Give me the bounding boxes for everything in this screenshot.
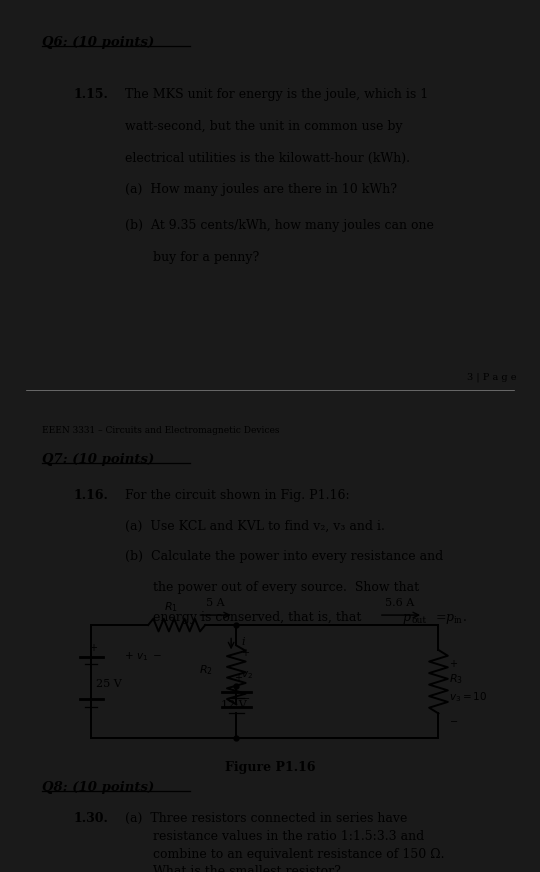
Text: combine to an equivalent resistance of 150 Ω.: combine to an equivalent resistance of 1… bbox=[125, 848, 444, 861]
Text: =: = bbox=[432, 611, 447, 624]
Text: .: . bbox=[463, 611, 467, 624]
Text: $+$: $+$ bbox=[449, 658, 458, 669]
Text: resistance values in the ratio 1:1.5:3.3 and: resistance values in the ratio 1:1.5:3.3… bbox=[125, 830, 424, 843]
Text: watt-second, but the unit in common use by: watt-second, but the unit in common use … bbox=[125, 119, 402, 133]
Text: 3 | P a g e: 3 | P a g e bbox=[467, 372, 516, 382]
Text: p: p bbox=[445, 611, 453, 624]
Text: 1.16.: 1.16. bbox=[73, 489, 108, 502]
Text: (a)  Three resistors connected in series have: (a) Three resistors connected in series … bbox=[125, 813, 407, 825]
Text: $+$: $+$ bbox=[89, 642, 98, 653]
Text: 1.15.: 1.15. bbox=[73, 88, 108, 101]
Text: For the circuit shown in Fig. P1.16:: For the circuit shown in Fig. P1.16: bbox=[125, 489, 349, 502]
Text: $+$: $+$ bbox=[241, 647, 251, 657]
Text: 1.30.: 1.30. bbox=[73, 813, 108, 825]
Text: What is the smallest resistor?: What is the smallest resistor? bbox=[125, 865, 341, 872]
Text: (b)  Calculate the power into every resistance and: (b) Calculate the power into every resis… bbox=[125, 550, 443, 563]
Text: in: in bbox=[454, 616, 462, 625]
Text: The MKS unit for energy is the joule, which is 1: The MKS unit for energy is the joule, wh… bbox=[125, 88, 428, 101]
Text: (b)  At 9.35 cents/kWh, how many joules can one: (b) At 9.35 cents/kWh, how many joules c… bbox=[125, 219, 434, 232]
Text: Q8: (10 points): Q8: (10 points) bbox=[42, 781, 154, 794]
Text: electrical utilities is the kilowatt-hour (kWh).: electrical utilities is the kilowatt-hou… bbox=[125, 152, 410, 165]
Text: out: out bbox=[411, 616, 426, 625]
Text: 25 V: 25 V bbox=[96, 679, 122, 689]
Text: i: i bbox=[241, 637, 245, 647]
Text: $v_2$: $v_2$ bbox=[241, 669, 253, 681]
Text: 5.6 A: 5.6 A bbox=[385, 598, 414, 608]
Text: (a)  Use KCL and KVL to find v₂, v₃ and i.: (a) Use KCL and KVL to find v₂, v₃ and i… bbox=[125, 520, 384, 533]
Text: 5 A: 5 A bbox=[206, 598, 225, 608]
Text: the power out of every source.  Show that: the power out of every source. Show that bbox=[125, 581, 419, 594]
Text: energy is conserved, that is, that: energy is conserved, that is, that bbox=[125, 611, 365, 624]
Text: $+$: $+$ bbox=[234, 671, 243, 683]
Text: $-$: $-$ bbox=[241, 693, 251, 702]
Text: $v_3 = 10$: $v_3 = 10$ bbox=[449, 691, 487, 705]
Text: p: p bbox=[402, 611, 410, 624]
Text: Q7: (10 points): Q7: (10 points) bbox=[42, 453, 154, 466]
Text: buy for a penny?: buy for a penny? bbox=[125, 251, 259, 263]
Text: 12 V: 12 V bbox=[221, 700, 247, 710]
Text: (a)  How many joules are there in 10 kWh?: (a) How many joules are there in 10 kWh? bbox=[125, 183, 397, 196]
Text: $+\ v_1\ -$: $+\ v_1\ -$ bbox=[124, 650, 162, 663]
Text: Q6: (10 points): Q6: (10 points) bbox=[42, 37, 154, 50]
Text: $R_3$: $R_3$ bbox=[449, 672, 463, 686]
Text: EEEN 3331 – Circuits and Electromagnetic Devices: EEEN 3331 – Circuits and Electromagnetic… bbox=[42, 426, 279, 434]
Text: $-$: $-$ bbox=[449, 716, 458, 725]
Text: Figure P1.16: Figure P1.16 bbox=[225, 761, 315, 774]
Text: $R_1$: $R_1$ bbox=[164, 600, 178, 614]
Text: $R_2$: $R_2$ bbox=[199, 664, 213, 678]
